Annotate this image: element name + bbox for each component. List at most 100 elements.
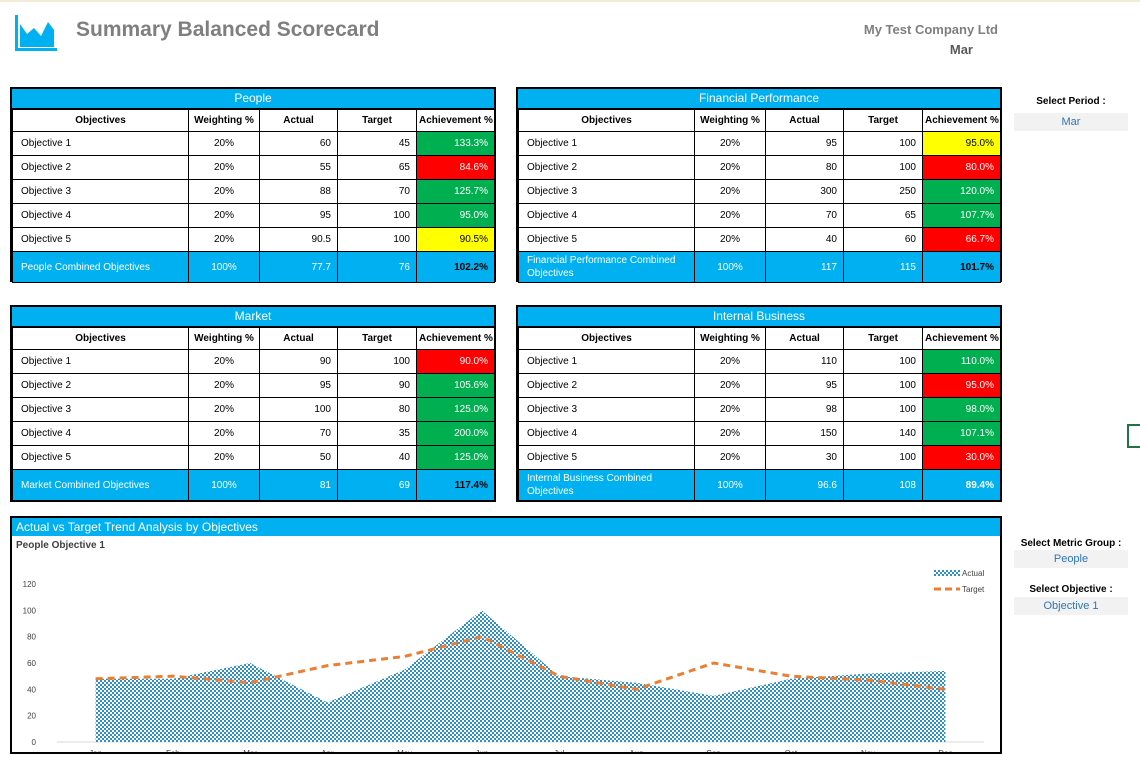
achievement-cell[interactable]: 120.0% <box>922 179 1001 204</box>
combined-achievement-cell[interactable]: 117.4% <box>416 469 495 501</box>
weighting-cell[interactable]: 20% <box>694 349 766 374</box>
combined-target-cell[interactable]: 76 <box>337 251 417 283</box>
objective-cell[interactable]: Objective 5 <box>518 445 695 470</box>
target-cell[interactable]: 100 <box>843 131 923 156</box>
target-cell[interactable]: 100 <box>843 445 923 470</box>
actual-cell[interactable]: 95 <box>259 203 338 228</box>
actual-cell[interactable]: 60 <box>259 131 338 156</box>
combined-weighting-cell[interactable]: 100% <box>188 251 260 283</box>
objective-cell[interactable]: Objective 2 <box>518 373 695 398</box>
target-cell[interactable]: 70 <box>337 179 417 204</box>
target-cell[interactable]: 90 <box>337 373 417 398</box>
achievement-cell[interactable]: 107.1% <box>922 421 1001 446</box>
achievement-cell[interactable]: 66.7% <box>922 227 1001 252</box>
target-cell[interactable]: 65 <box>843 203 923 228</box>
weighting-cell[interactable]: 20% <box>694 445 766 470</box>
combined-objective-cell[interactable]: People Combined Objectives <box>12 251 189 283</box>
actual-cell[interactable]: 100 <box>259 397 338 422</box>
combined-weighting-cell[interactable]: 100% <box>188 469 260 501</box>
weighting-cell[interactable]: 20% <box>188 397 260 422</box>
objective-cell[interactable]: Objective 4 <box>12 203 189 228</box>
actual-cell[interactable]: 88 <box>259 179 338 204</box>
weighting-cell[interactable]: 20% <box>694 179 766 204</box>
objective-cell[interactable]: Objective 1 <box>12 349 189 374</box>
objective-cell[interactable]: Objective 5 <box>12 445 189 470</box>
objective-cell[interactable]: Objective 5 <box>518 227 695 252</box>
achievement-cell[interactable]: 133.3% <box>416 131 495 156</box>
objective-cell[interactable]: Objective 1 <box>12 131 189 156</box>
actual-cell[interactable]: 300 <box>765 179 844 204</box>
actual-cell[interactable]: 110 <box>765 349 844 374</box>
weighting-cell[interactable]: 20% <box>694 227 766 252</box>
weighting-cell[interactable]: 20% <box>188 131 260 156</box>
achievement-cell[interactable]: 110.0% <box>922 349 1001 374</box>
objective-cell[interactable]: Objective 1 <box>518 131 695 156</box>
achievement-cell[interactable]: 90.0% <box>416 349 495 374</box>
target-cell[interactable]: 100 <box>843 155 923 180</box>
objective-cell[interactable]: Objective 3 <box>12 397 189 422</box>
actual-cell[interactable]: 80 <box>765 155 844 180</box>
actual-cell[interactable]: 95 <box>765 131 844 156</box>
achievement-cell[interactable]: 125.0% <box>416 397 495 422</box>
achievement-cell[interactable]: 98.0% <box>922 397 1001 422</box>
weighting-cell[interactable]: 20% <box>188 179 260 204</box>
objective-cell[interactable]: Objective 3 <box>12 179 189 204</box>
actual-cell[interactable]: 95 <box>765 373 844 398</box>
target-cell[interactable]: 40 <box>337 445 417 470</box>
actual-cell[interactable]: 70 <box>765 203 844 228</box>
weighting-cell[interactable]: 20% <box>694 155 766 180</box>
combined-weighting-cell[interactable]: 100% <box>694 251 766 283</box>
objective-cell[interactable]: Objective 4 <box>518 203 695 228</box>
objective-cell[interactable]: Objective 1 <box>518 349 695 374</box>
combined-actual-cell[interactable]: 77.7 <box>259 251 338 283</box>
objective-cell[interactable]: Objective 3 <box>518 397 695 422</box>
target-cell[interactable]: 100 <box>337 349 417 374</box>
achievement-cell[interactable]: 200.0% <box>416 421 495 446</box>
target-cell[interactable]: 250 <box>843 179 923 204</box>
weighting-cell[interactable]: 20% <box>188 349 260 374</box>
achievement-cell[interactable]: 125.0% <box>416 445 495 470</box>
achievement-cell[interactable]: 90.5% <box>416 227 495 252</box>
combined-achievement-cell[interactable]: 89.4% <box>922 469 1001 501</box>
target-cell[interactable]: 100 <box>843 373 923 398</box>
weighting-cell[interactable]: 20% <box>694 131 766 156</box>
actual-cell[interactable]: 90 <box>259 349 338 374</box>
weighting-cell[interactable]: 20% <box>694 397 766 422</box>
objective-cell[interactable]: Objective 4 <box>518 421 695 446</box>
weighting-cell[interactable]: 20% <box>694 373 766 398</box>
weighting-cell[interactable]: 20% <box>188 373 260 398</box>
objective-cell[interactable]: Objective 5 <box>12 227 189 252</box>
actual-cell[interactable]: 40 <box>765 227 844 252</box>
combined-achievement-cell[interactable]: 101.7% <box>922 251 1001 283</box>
target-cell[interactable]: 100 <box>337 227 417 252</box>
selected-cell-marker[interactable] <box>1127 424 1140 448</box>
weighting-cell[interactable]: 20% <box>188 155 260 180</box>
select-period-dropdown[interactable]: Mar <box>1014 113 1128 131</box>
combined-objective-cell[interactable]: Internal Business Combined Objectives <box>518 469 695 501</box>
actual-cell[interactable]: 150 <box>765 421 844 446</box>
target-cell[interactable]: 100 <box>843 397 923 422</box>
actual-cell[interactable]: 90.5 <box>259 227 338 252</box>
weighting-cell[interactable]: 20% <box>188 203 260 228</box>
actual-cell[interactable]: 95 <box>259 373 338 398</box>
objective-cell[interactable]: Objective 2 <box>12 373 189 398</box>
combined-objective-cell[interactable]: Financial Performance Combined Objective… <box>518 251 695 283</box>
combined-target-cell[interactable]: 108 <box>843 469 923 501</box>
combined-target-cell[interactable]: 115 <box>843 251 923 283</box>
weighting-cell[interactable]: 20% <box>694 203 766 228</box>
actual-cell[interactable]: 98 <box>765 397 844 422</box>
weighting-cell[interactable]: 20% <box>188 445 260 470</box>
objective-cell[interactable]: Objective 2 <box>12 155 189 180</box>
target-cell[interactable]: 60 <box>843 227 923 252</box>
achievement-cell[interactable]: 30.0% <box>922 445 1001 470</box>
target-cell[interactable]: 35 <box>337 421 417 446</box>
select-objective-dropdown[interactable]: Objective 1 <box>1014 597 1128 615</box>
achievement-cell[interactable]: 80.0% <box>922 155 1001 180</box>
achievement-cell[interactable]: 95.0% <box>922 373 1001 398</box>
target-cell[interactable]: 80 <box>337 397 417 422</box>
weighting-cell[interactable]: 20% <box>694 421 766 446</box>
achievement-cell[interactable]: 107.7% <box>922 203 1001 228</box>
weighting-cell[interactable]: 20% <box>188 227 260 252</box>
combined-actual-cell[interactable]: 96.6 <box>765 469 844 501</box>
target-cell[interactable]: 100 <box>843 349 923 374</box>
